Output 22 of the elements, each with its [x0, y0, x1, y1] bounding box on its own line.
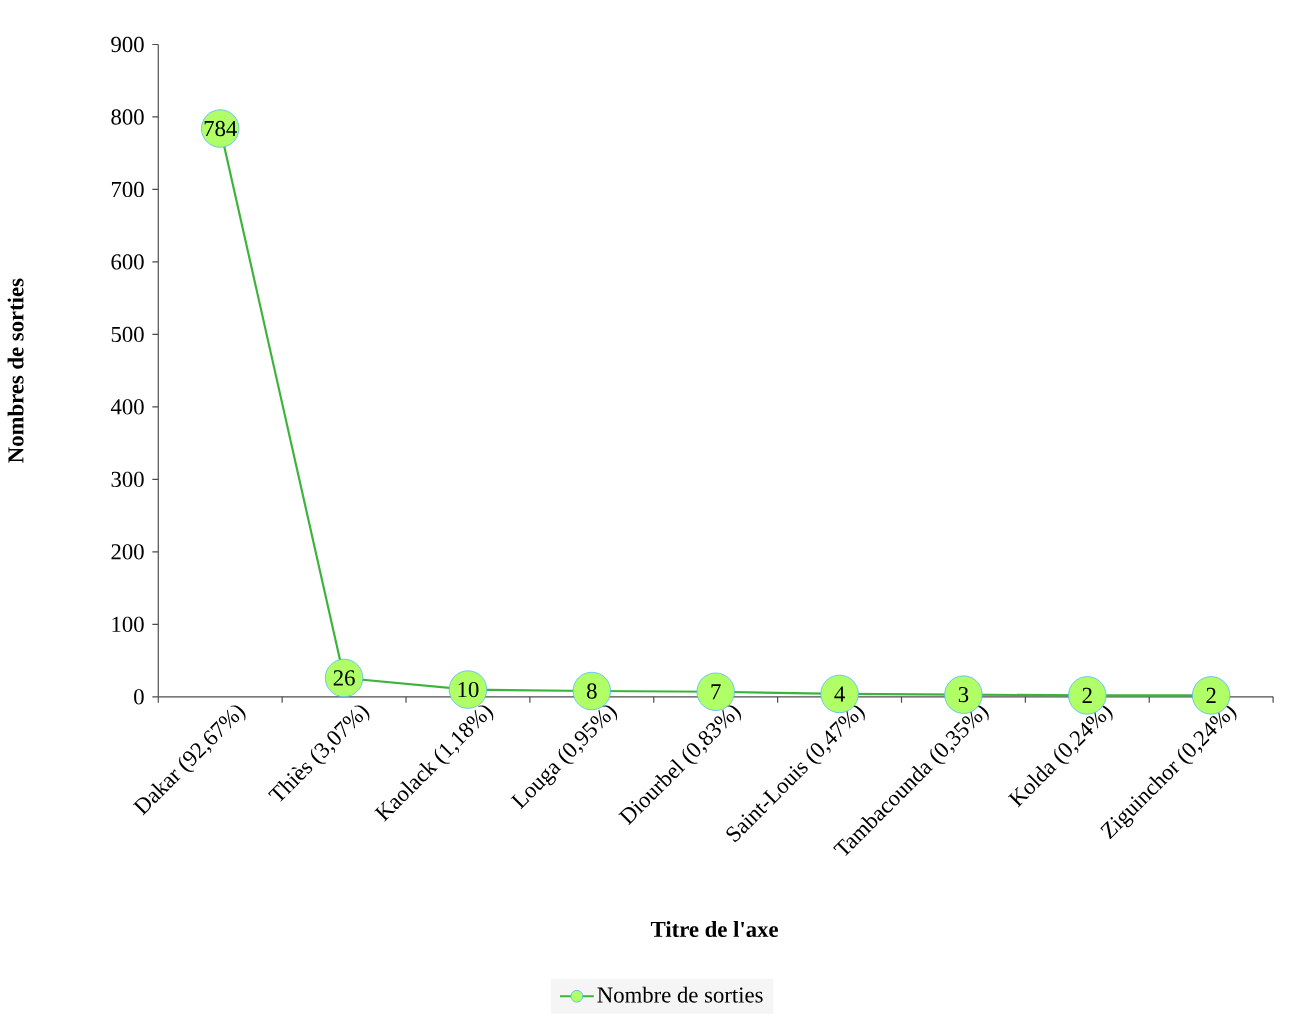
y-tick-label: 500 — [111, 326, 144, 343]
y-tick-label: 200 — [111, 544, 144, 560]
y-tick-label: 700 — [111, 181, 144, 198]
data-label: 784 — [204, 120, 237, 137]
data-label: 10 — [458, 681, 479, 698]
x-axis-title: Titre de l'axe — [650, 921, 778, 938]
y-tick-label: 400 — [110, 399, 144, 415]
data-label: 26 — [333, 670, 355, 686]
y-tick-label: 300 — [111, 471, 144, 488]
legend-label: Nombre de sorties — [597, 986, 763, 1003]
y-tick-label: 0 — [134, 689, 144, 705]
y-tick-label: 100 — [112, 616, 144, 633]
y-tick-label: 900 — [111, 36, 144, 53]
data-label: 8 — [587, 683, 597, 699]
data-label: 7 — [711, 684, 721, 700]
y-tick-label: 800 — [111, 109, 144, 125]
y-tick-label: 600 — [111, 254, 144, 270]
data-label: 2 — [1206, 687, 1216, 703]
y-axis-title: Nombres de sorties — [7, 278, 24, 463]
data-label: 4 — [834, 686, 845, 702]
data-label: 3 — [958, 687, 969, 703]
data-label: 2 — [1082, 687, 1092, 703]
